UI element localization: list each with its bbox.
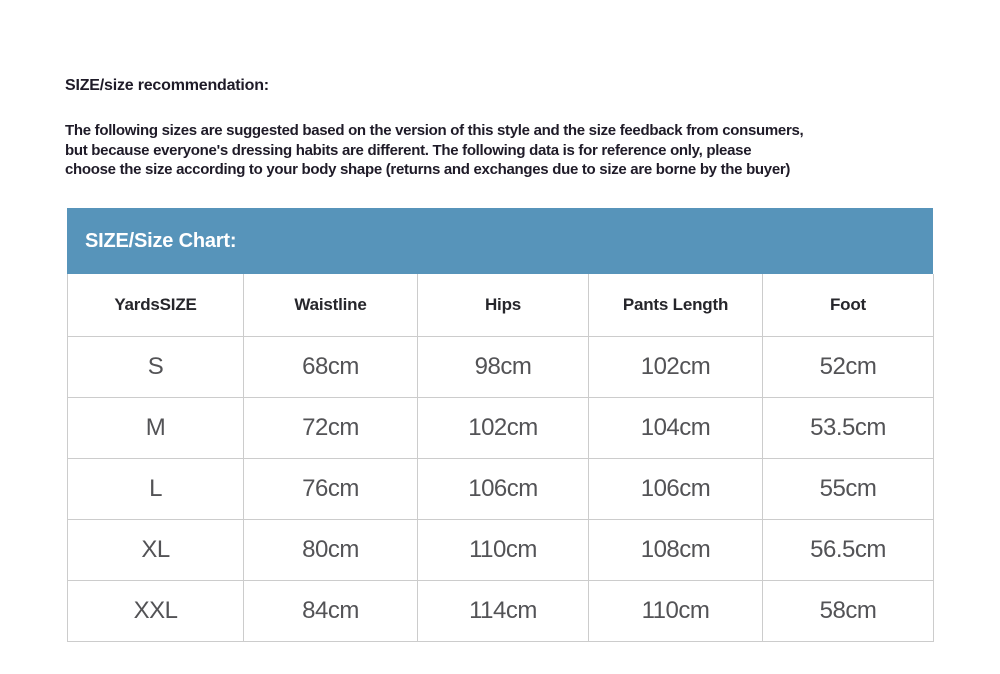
size-chart-table: YardsSIZE Waistline Hips Pants Length Fo… <box>67 274 934 642</box>
size-intro-paragraph: The following sizes are suggested based … <box>65 121 804 180</box>
size-chart-banner: SIZE/Size Chart: <box>67 208 933 274</box>
cell-waistline: 84cm <box>243 579 418 642</box>
intro-line-1: The following sizes are suggested based … <box>65 122 804 139</box>
column-header-foot: Foot <box>762 274 934 337</box>
cell-size: S <box>67 335 244 398</box>
cell-waistline: 68cm <box>243 335 418 398</box>
cell-size: L <box>67 457 244 520</box>
size-chart-banner-title: SIZE/Size Chart: <box>85 229 237 252</box>
cell-foot: 55cm <box>762 457 934 520</box>
column-header-hips: Hips <box>417 274 589 337</box>
cell-size: XXL <box>67 579 244 642</box>
column-header-pants-length: Pants Length <box>588 274 763 337</box>
cell-hips: 114cm <box>417 579 589 642</box>
cell-size: XL <box>67 518 244 581</box>
table-row-xxl: XXL 84cm 114cm 110cm 58cm <box>67 579 934 642</box>
column-header-size: YardsSIZE <box>67 274 244 337</box>
intro-line-3: choose the size according to your body s… <box>65 161 791 178</box>
cell-size: M <box>67 396 244 459</box>
cell-pants-length: 104cm <box>588 396 763 459</box>
cell-foot: 58cm <box>762 579 934 642</box>
cell-foot: 53.5cm <box>762 396 934 459</box>
cell-pants-length: 102cm <box>588 335 763 398</box>
cell-hips: 110cm <box>417 518 589 581</box>
intro-line-2: but because everyone's dressing habits a… <box>65 141 752 159</box>
cell-waistline: 76cm <box>243 457 418 520</box>
table-row-xl: XL 80cm 110cm 108cm 56.5cm <box>67 518 934 581</box>
cell-hips: 102cm <box>417 396 589 459</box>
cell-foot: 52cm <box>762 335 934 398</box>
table-row-m: M 72cm 102cm 104cm 53.5cm <box>67 396 934 459</box>
table-header-row: YardsSIZE Waistline Hips Pants Length Fo… <box>67 274 934 337</box>
table-row-s: S 68cm 98cm 102cm 52cm <box>67 335 934 398</box>
table-row-l: L 76cm 106cm 106cm 55cm <box>67 457 934 520</box>
cell-waistline: 72cm <box>243 396 418 459</box>
cell-hips: 106cm <box>417 457 589 520</box>
cell-pants-length: 110cm <box>588 579 763 642</box>
column-header-waistline: Waistline <box>243 274 418 337</box>
cell-pants-length: 106cm <box>588 457 763 520</box>
cell-foot: 56.5cm <box>762 518 934 581</box>
cell-waistline: 80cm <box>243 518 418 581</box>
cell-hips: 98cm <box>417 335 589 398</box>
page-title: SIZE/size recommendation: <box>65 77 269 94</box>
cell-pants-length: 108cm <box>588 518 763 581</box>
